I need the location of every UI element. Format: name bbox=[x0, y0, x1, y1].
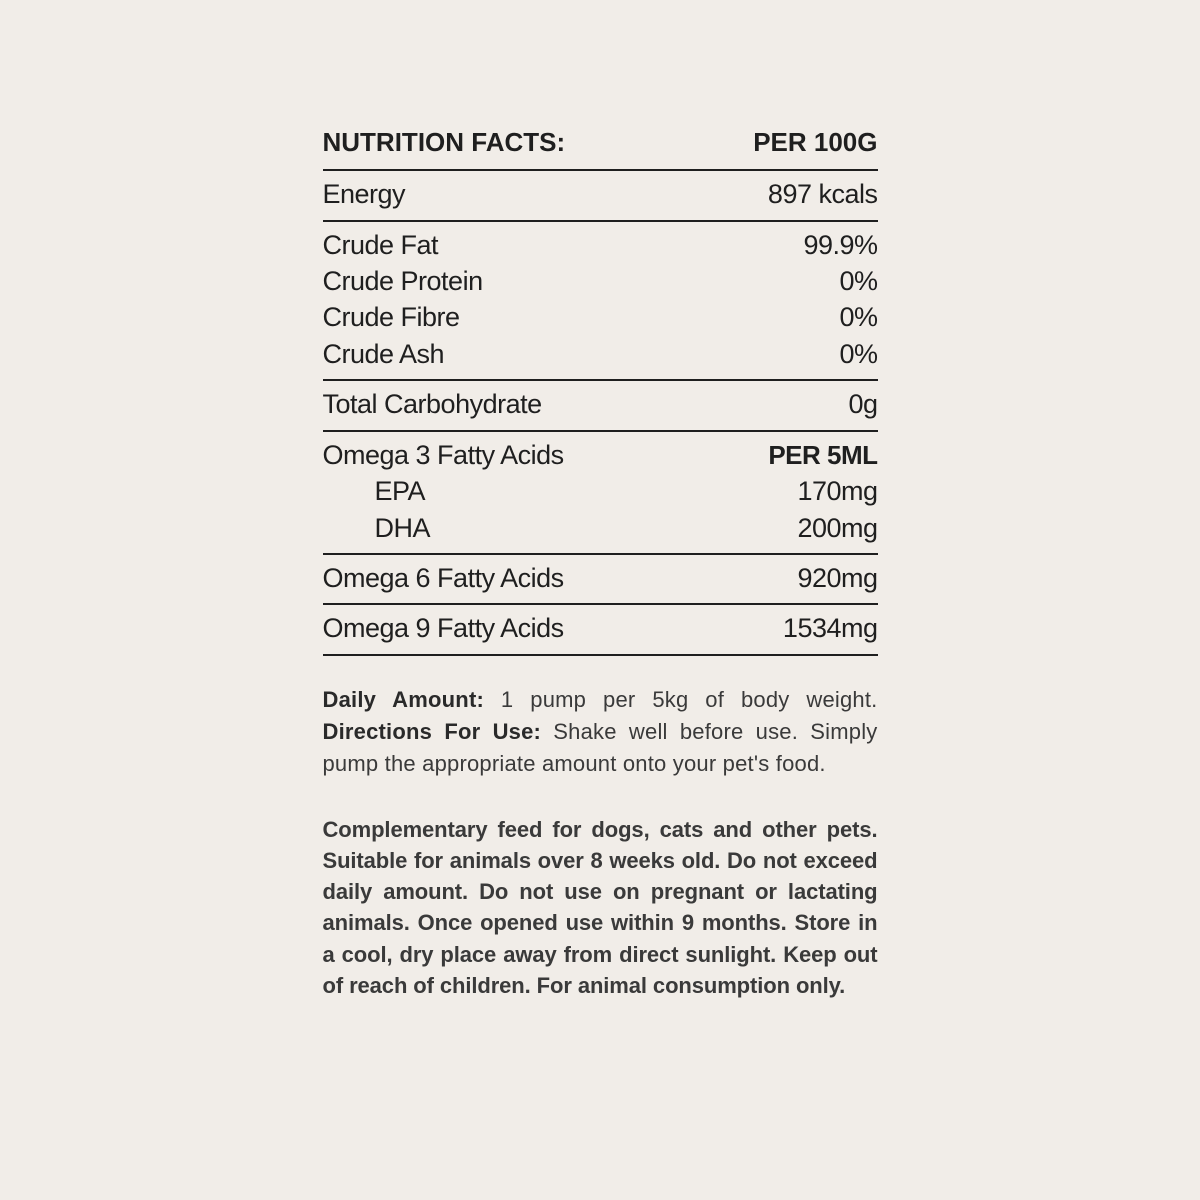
carb-label: Total Carbohydrate bbox=[323, 386, 542, 422]
crude-protein-value: 0% bbox=[839, 263, 877, 299]
divider bbox=[323, 220, 878, 222]
row-epa: EPA 170mg bbox=[323, 473, 878, 509]
warning-paragraph: Complementary feed for dogs, cats and ot… bbox=[323, 814, 878, 1001]
divider bbox=[323, 169, 878, 171]
omega6-label: Omega 6 Fatty Acids bbox=[323, 560, 564, 596]
crude-ash-value: 0% bbox=[839, 336, 877, 372]
directions-paragraph: Daily Amount: 1 pump per 5kg of body wei… bbox=[323, 684, 878, 780]
omega9-label: Omega 9 Fatty Acids bbox=[323, 610, 564, 646]
crude-ash-label: Crude Ash bbox=[323, 336, 445, 372]
divider bbox=[323, 379, 878, 381]
omega9-value: 1534mg bbox=[783, 610, 878, 646]
header-title: NUTRITION FACTS: bbox=[323, 125, 566, 160]
row-crude-protein: Crude Protein 0% bbox=[323, 263, 878, 299]
epa-label: EPA bbox=[323, 473, 426, 509]
divider bbox=[323, 430, 878, 432]
row-crude-fibre: Crude Fibre 0% bbox=[323, 299, 878, 335]
table-header: NUTRITION FACTS: PER 100G bbox=[323, 125, 878, 164]
row-carb: Total Carbohydrate 0g bbox=[323, 386, 878, 422]
header-per: PER 100G bbox=[753, 125, 877, 160]
omega6-value: 920mg bbox=[797, 560, 877, 596]
energy-value: 897 kcals bbox=[768, 176, 878, 212]
epa-value: 170mg bbox=[797, 473, 877, 509]
row-omega6: Omega 6 Fatty Acids 920mg bbox=[323, 560, 878, 596]
divider bbox=[323, 603, 878, 605]
daily-amount-text: 1 pump per 5kg of body weight. bbox=[484, 687, 878, 712]
crude-fat-label: Crude Fat bbox=[323, 227, 439, 263]
divider bbox=[323, 654, 878, 656]
nutrition-panel: NUTRITION FACTS: PER 100G Energy 897 kca… bbox=[323, 125, 878, 1001]
row-omega3: Omega 3 Fatty Acids PER 5ML bbox=[323, 437, 878, 473]
dha-label: DHA bbox=[323, 510, 431, 546]
dha-value: 200mg bbox=[797, 510, 877, 546]
carb-value: 0g bbox=[848, 386, 877, 422]
crude-fibre-value: 0% bbox=[839, 299, 877, 335]
daily-amount-label: Daily Amount: bbox=[323, 687, 485, 712]
directions-use-label: Directions For Use: bbox=[323, 719, 542, 744]
crude-fibre-label: Crude Fibre bbox=[323, 299, 460, 335]
row-omega9: Omega 9 Fatty Acids 1534mg bbox=[323, 610, 878, 646]
divider bbox=[323, 553, 878, 555]
row-energy: Energy 897 kcals bbox=[323, 176, 878, 212]
crude-fat-value: 99.9% bbox=[803, 227, 877, 263]
energy-label: Energy bbox=[323, 176, 406, 212]
omega3-label: Omega 3 Fatty Acids bbox=[323, 437, 564, 473]
row-crude-ash: Crude Ash 0% bbox=[323, 336, 878, 372]
omega3-per: PER 5ML bbox=[768, 438, 877, 473]
row-dha: DHA 200mg bbox=[323, 510, 878, 546]
crude-protein-label: Crude Protein bbox=[323, 263, 483, 299]
row-crude-fat: Crude Fat 99.9% bbox=[323, 227, 878, 263]
